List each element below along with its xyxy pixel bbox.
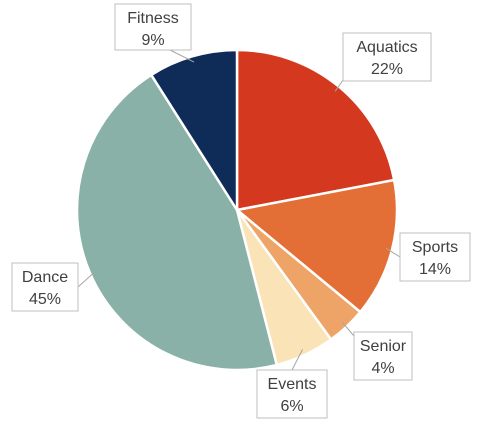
slice-label-senior: Senior (360, 338, 407, 355)
callout-box-aquatics (342, 32, 432, 82)
pie-slice-fitness (149, 48, 239, 215)
slice-label-sports: Sports (412, 239, 458, 256)
leader-line-aquatics (334, 79, 344, 92)
pie-slice-dance (75, 73, 279, 372)
slice-label-fitness: Fitness (127, 10, 179, 27)
callout-box-senior (353, 331, 413, 381)
leader-line-fitness (169, 49, 195, 63)
slices-group (75, 48, 399, 372)
callout-box-events (256, 369, 328, 419)
slice-label-events: Events (268, 376, 317, 393)
leader-line-events (291, 349, 304, 371)
pie-slice-aquatics (235, 48, 396, 212)
callout-box-sports (399, 232, 471, 282)
slice-percent-dance: 45% (29, 291, 61, 308)
slice-percent-sports: 14% (419, 261, 451, 278)
callout-box-fitness (114, 3, 192, 51)
leader-line-dance (77, 270, 97, 288)
slice-percent-fitness: 9% (141, 32, 164, 49)
leader-line-sports (385, 247, 401, 258)
callouts-group: Aquatics 22% Sports 14% Senior 4% Events 6% Danc… (11, 3, 471, 419)
leader-line-senior (342, 321, 355, 337)
callout-box-dance (11, 262, 79, 312)
pie-slice-sports (234, 178, 399, 314)
slice-percent-events: 6% (280, 398, 303, 415)
slice-label-dance: Dance (22, 269, 68, 286)
slice-label-aquatics: Aquatics (356, 39, 417, 56)
slice-percent-aquatics: 22% (371, 61, 403, 78)
slice-percent-senior: 4% (371, 360, 394, 377)
